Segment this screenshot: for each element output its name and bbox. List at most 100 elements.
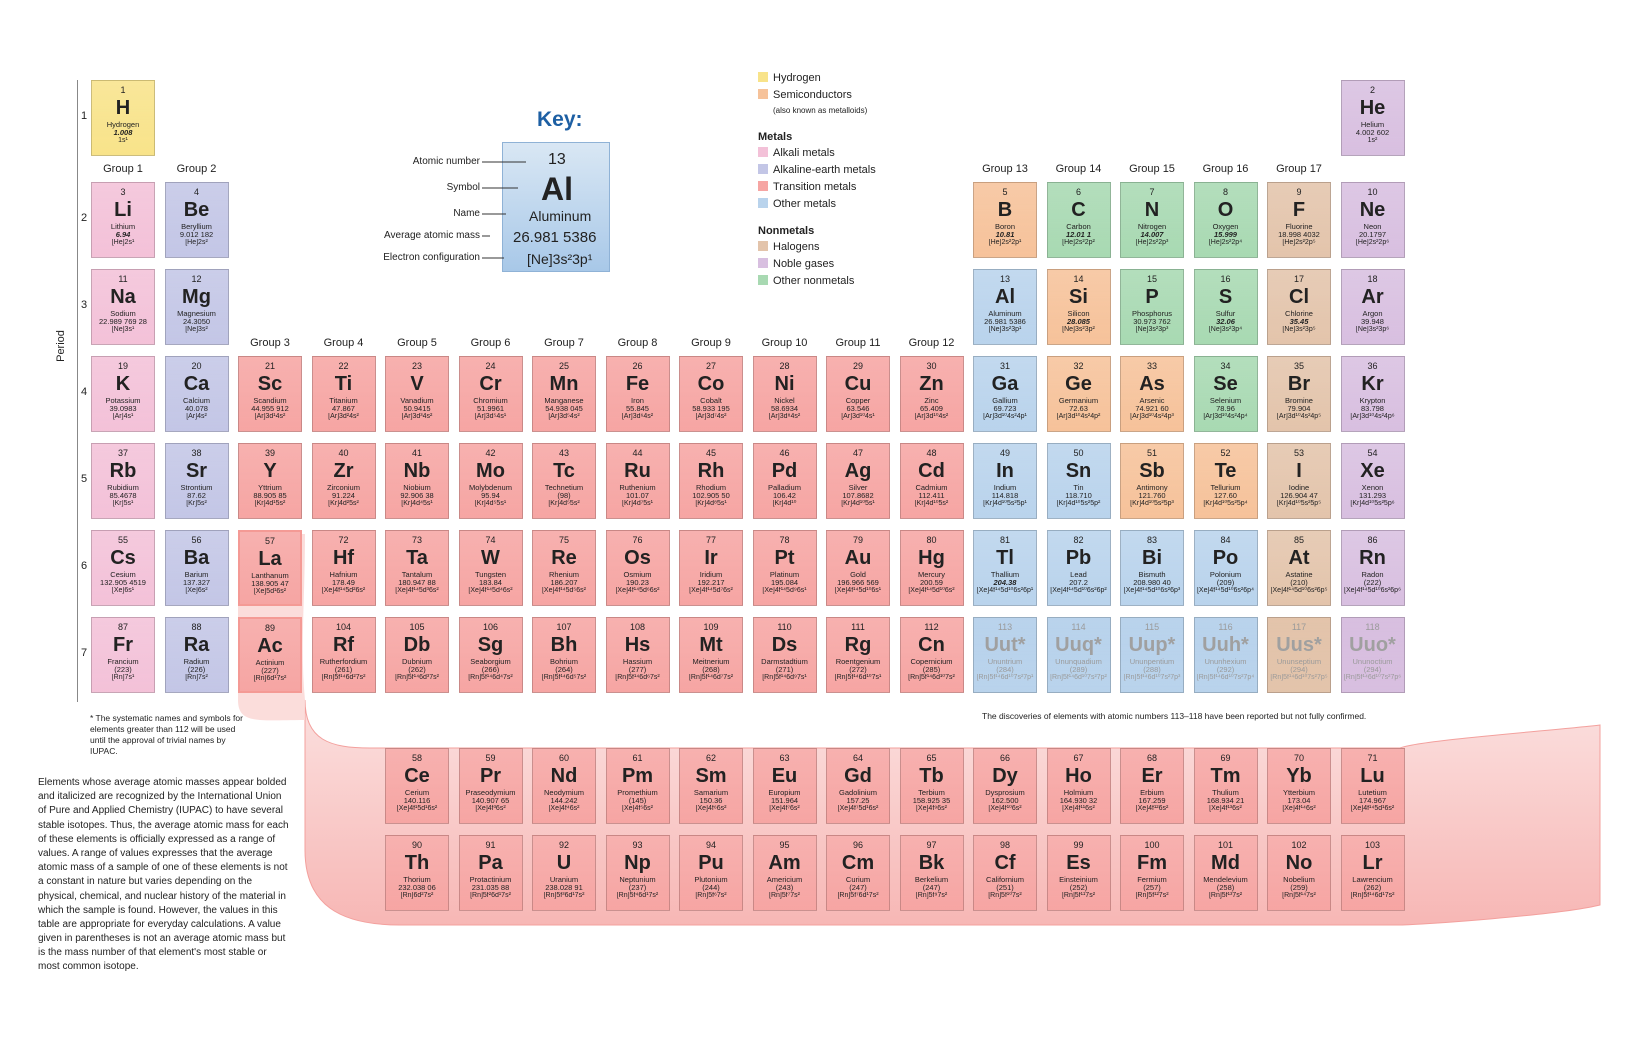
- atomic-mass: 87.62: [187, 491, 206, 501]
- element-no: 102 No Nobelium (259) [Rn]5f¹⁴7s²: [1267, 835, 1331, 911]
- element-sg: 106 Sg Seaborgium (266) [Rn]5f¹⁴6d⁴7s²: [458, 617, 523, 693]
- element-name: Darmstadtium: [761, 657, 808, 666]
- element-symbol: Ga: [991, 372, 1019, 395]
- element-symbol: Ge: [1065, 372, 1092, 395]
- element-zn: 30 Zn Zinc 65.409 [Ar]3d¹⁰4s²: [899, 356, 964, 432]
- element-name: Zinc: [924, 396, 939, 405]
- atomic-mass: 58.6934: [770, 404, 799, 414]
- atomic-mass: 137.327: [182, 578, 211, 588]
- element-name: Oxygen: [1212, 222, 1239, 231]
- element-xe: 54 Xe Xenon 131.293 [Kr]4d¹⁰5s²5p⁶: [1340, 443, 1405, 519]
- element-symbol: P: [1145, 285, 1159, 308]
- electron-config: [Rn]5f¹⁴6d¹⁰7s¹: [834, 674, 882, 682]
- atomic-number: 95: [779, 840, 790, 850]
- group-label-16: Group 16: [1202, 163, 1249, 175]
- atomic-number: 101: [1217, 840, 1234, 850]
- atomic-number: 108: [629, 622, 646, 632]
- electron-config: [Rn]7s¹: [111, 674, 135, 682]
- element-name: Ytterbium: [1282, 788, 1316, 797]
- element-symbol: Uuq*: [1055, 633, 1102, 656]
- element-symbol: Te: [1214, 459, 1237, 482]
- element-name: Berkelium: [914, 875, 949, 884]
- atomic-mass: 1.008: [113, 128, 133, 138]
- element-symbol: Fe: [625, 372, 650, 395]
- key-mass: 26.981 5386: [513, 229, 597, 246]
- electron-config: [Ar]3d⁵4s¹: [474, 413, 507, 421]
- element-tm: 69 Tm Thulium 168.934 21 [Xe]4f¹³6s²: [1193, 748, 1258, 824]
- electron-config: [Xe]4f⁷6s²: [769, 805, 800, 813]
- atomic-mass: 112.411: [918, 491, 945, 501]
- atomic-mass: 91.224: [332, 491, 355, 501]
- element-name: Polonium: [1209, 570, 1242, 579]
- electron-config: [Rn]5f⁷6d¹7s²: [837, 892, 879, 900]
- element-be: 4 Be Beryllium 9.012 182 [He]2s²: [164, 182, 229, 258]
- electron-config: [He]2s¹: [111, 239, 135, 247]
- electron-config: [Xe]4f¹⁴5d¹⁰6s²6p⁵: [1270, 587, 1328, 595]
- element-ar: 18 Ar Argon 39.948 [Ne]3s²3p⁶: [1340, 269, 1405, 345]
- electron-config: [Ne]3s²3p⁵: [1282, 326, 1316, 334]
- element-name: Bismuth: [1138, 570, 1166, 579]
- element-name: Palladium: [768, 483, 801, 492]
- element-h: 1 H Hydrogen 1.008 1s¹: [91, 80, 155, 156]
- group-label-14: Group 14: [1055, 163, 1102, 175]
- element-re: 75 Re Rhenium 186.207 [Xe]4f¹⁴5d⁵6s²: [532, 530, 596, 606]
- element-symbol: Rf: [332, 633, 355, 656]
- atomic-number: 70: [1293, 753, 1304, 763]
- element-symbol: Cs: [110, 546, 136, 569]
- electron-config: [Xe]4f¹³6s²: [1209, 805, 1242, 813]
- atomic-number: 59: [485, 753, 496, 763]
- element-name: Dysprosium: [985, 788, 1025, 797]
- element-name: Bohrium: [550, 657, 578, 666]
- element-ca: 20 Ca Calcium 40.078 [Ar]4s²: [164, 356, 229, 432]
- electron-config: [Xe]4f¹5d¹6s²: [396, 805, 438, 813]
- atomic-number: 44: [632, 448, 643, 458]
- electron-config: [Rn]5f¹⁴6d¹⁰7s²7p²: [1050, 674, 1107, 682]
- atomic-mass: 140.116: [403, 796, 431, 806]
- atomic-mass: 79.904: [1287, 404, 1311, 414]
- electron-config: [Xe]4f¹⁴5d⁶6s²: [615, 587, 660, 595]
- atomic-mass: 92.906 38: [400, 491, 434, 501]
- element-symbol: Uut*: [984, 633, 1026, 656]
- electron-config: [Kr]4d¹⁰5s²5p⁶: [1350, 500, 1395, 508]
- electron-config: [Rn]5f¹⁴6d¹⁰7s²7p⁵: [1270, 674, 1328, 682]
- atomic-mass: 74.921 60: [1135, 404, 1169, 414]
- element-uuh: 116 Uuh* Ununhexium (292) [Rn]5f¹⁴6d¹⁰7s²7p⁴: [1193, 617, 1258, 693]
- electron-config: 1s²: [1367, 137, 1378, 145]
- element-bh: 107 Bh Bohrium (264) [Rn]5f¹⁴6d⁵7s²: [532, 617, 596, 693]
- element-symbol: Hs: [624, 633, 651, 656]
- element-symbol: Lu: [1360, 764, 1385, 787]
- electron-config: [He]2s²2p⁴: [1208, 239, 1243, 247]
- electron-config: [Rn]5f¹⁴7s²: [1282, 892, 1316, 900]
- element-uup: 115 Uup* Ununpentium (288) [Rn]5f¹⁴6d¹⁰7s²7p…: [1120, 617, 1184, 693]
- element-symbol: Li: [114, 198, 132, 221]
- electron-config: [Kr]4d⁵5s¹: [474, 500, 507, 508]
- atomic-number: 24: [485, 361, 496, 371]
- atomic-mass: 232.038 06: [398, 883, 436, 893]
- atomic-number: 15: [1146, 274, 1157, 284]
- element-pr: 59 Pr Praseodymium 140.907 65 [Xe]4f³6s²: [458, 748, 523, 824]
- element-name: Niobium: [403, 483, 431, 492]
- key-label-name: Name: [453, 208, 480, 219]
- atomic-number: 14: [1073, 274, 1084, 284]
- electron-config: [Rn]5f¹⁴6d⁴7s²: [468, 674, 513, 682]
- atomic-mass: 85.4678: [109, 491, 137, 501]
- electron-config: [Xe]4f¹⁴5d³6s²: [395, 587, 439, 595]
- element-name: Rhodium: [695, 483, 726, 492]
- electron-config: [Xe]6s²: [185, 587, 208, 595]
- electron-config: [Xe]4f¹⁴5d⁷6s²: [689, 587, 733, 595]
- element-pm: 61 Pm Promethium (145) [Xe]4f⁵6s²: [605, 748, 670, 824]
- atomic-mass: 54.938 045: [545, 404, 583, 414]
- atomic-number: 87: [117, 622, 128, 632]
- atomic-mass: (257): [1143, 883, 1161, 893]
- atomic-mass: (243): [775, 883, 794, 893]
- electron-config: [Rn]5f¹⁴6d¹7s²: [1350, 892, 1395, 900]
- atomic-mass: 35.45: [1289, 317, 1309, 327]
- electron-config: [Ar]3d¹4s²: [254, 413, 286, 421]
- element-symbol: Uus*: [1276, 633, 1322, 656]
- element-name: Mercury: [917, 570, 946, 579]
- electron-config: [Ar]3d¹⁰4s²4p³: [1130, 413, 1174, 421]
- atomic-mass: (277): [628, 665, 647, 675]
- element-name: Ununpentium: [1129, 657, 1175, 666]
- electron-config: [Ne]3s²3p⁶: [1355, 326, 1390, 334]
- atomic-number: 4: [193, 187, 199, 197]
